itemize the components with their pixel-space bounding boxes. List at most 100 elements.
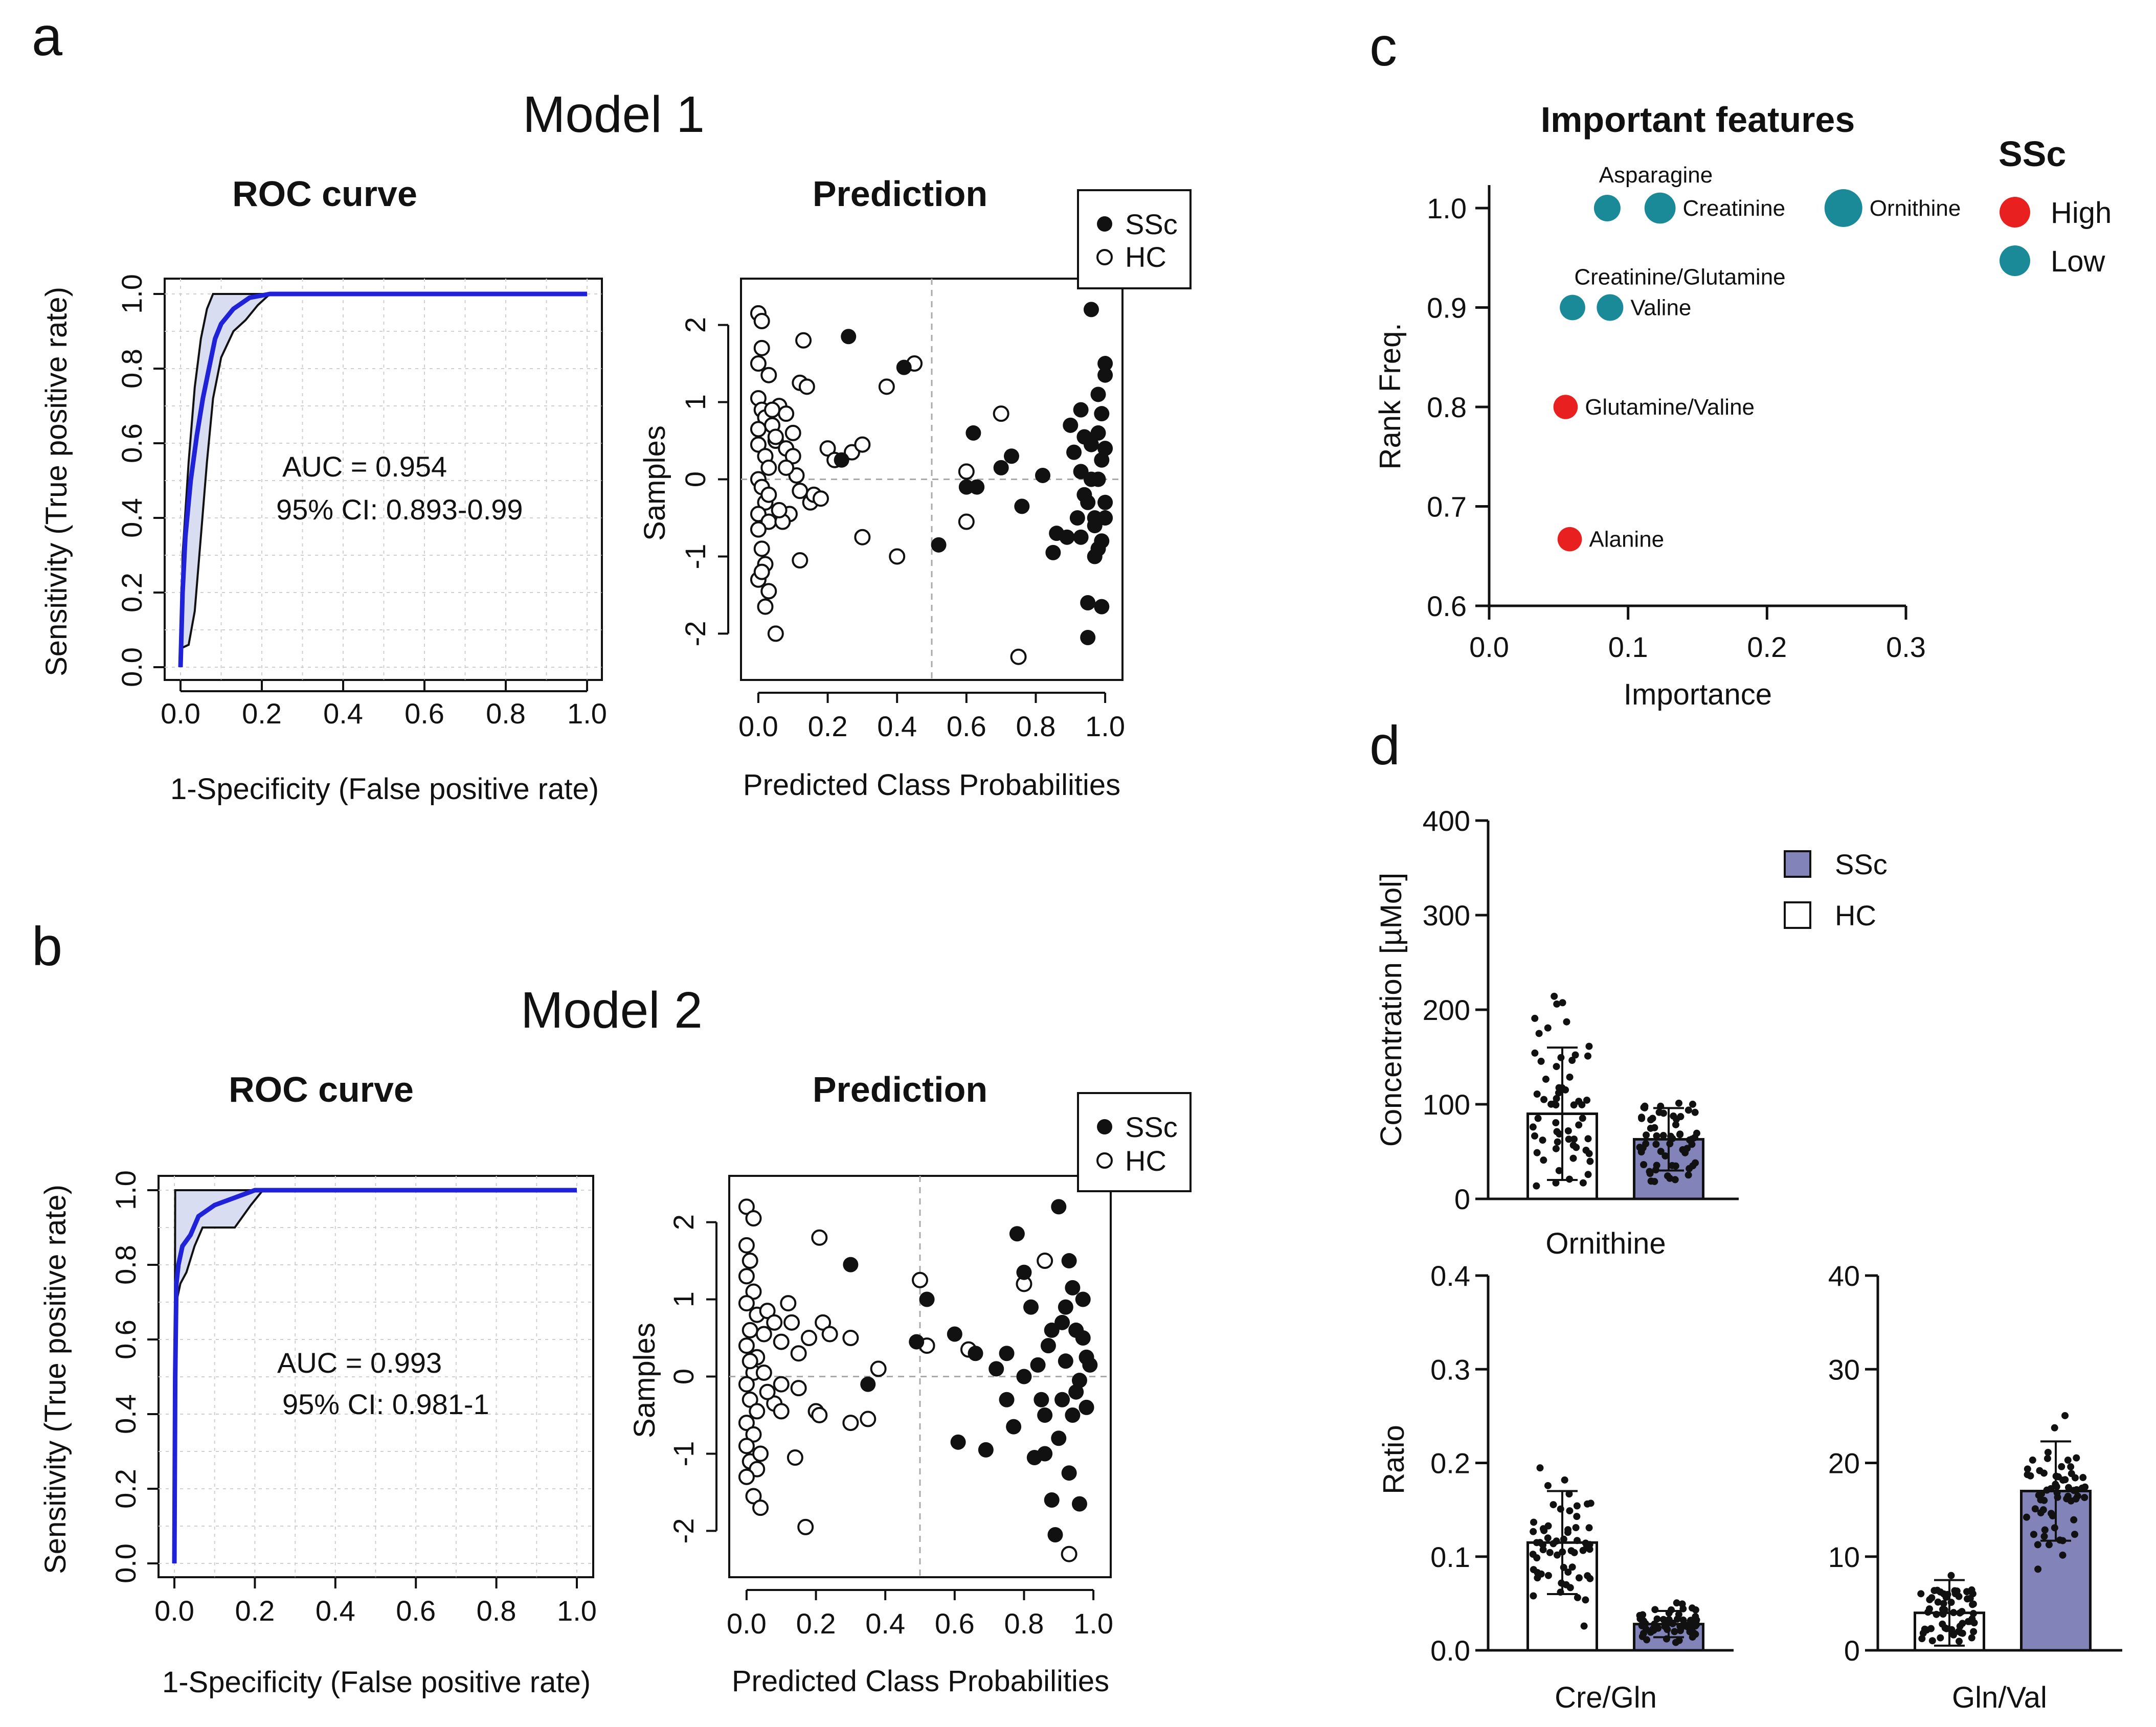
model2-auc: AUC = 0.993 — [277, 1347, 442, 1379]
pred2-ssc-point — [1037, 1407, 1053, 1423]
orn-dot — [1563, 1018, 1570, 1026]
pred2-ssc-point — [947, 1326, 962, 1342]
cre-dot — [1530, 1518, 1538, 1526]
model2-legend-box — [1077, 1092, 1192, 1192]
roc1-xtick-label: 0.4 — [323, 697, 363, 730]
orn-dot — [1638, 1115, 1646, 1122]
pred2-ssc-point — [1058, 1353, 1073, 1369]
pred2-hc-point — [790, 1380, 807, 1397]
pred2-ssc-point — [1075, 1291, 1091, 1307]
orn-ytick-label: 300 — [1423, 899, 1470, 931]
gv-dot — [2023, 1513, 2030, 1521]
orn-dot — [1552, 1145, 1560, 1152]
pred1-hc-point — [753, 563, 770, 580]
orn-dot — [1672, 1121, 1679, 1128]
roc1-xtick-label: 0.0 — [161, 697, 200, 730]
orn-dot — [1554, 1138, 1561, 1146]
orn-dot — [1542, 1075, 1549, 1083]
model1-legend-box — [1077, 189, 1192, 289]
cre-dot — [1530, 1528, 1537, 1535]
panel-letter-b: b — [32, 915, 62, 977]
pred2-hc-point — [842, 1330, 859, 1347]
roc1-xtick-label: 0.2 — [242, 697, 282, 730]
orn-dot — [1584, 1171, 1592, 1178]
pred2-ssc-point — [950, 1434, 966, 1450]
pred1-ytick-label: -1 — [679, 544, 711, 570]
model1-roc-ci-band — [181, 294, 587, 667]
features-ytick-label: 0.8 — [1427, 391, 1467, 423]
roc2-xtick-label: 0.4 — [316, 1595, 355, 1627]
gv-dot — [2038, 1490, 2046, 1497]
orn-dot — [1531, 1132, 1539, 1140]
model2-pred-title: Prediction — [813, 1070, 987, 1109]
pred1-ssc-point — [1080, 595, 1096, 611]
pred2-hc-point — [811, 1406, 828, 1423]
pred2-hc-point — [752, 1499, 769, 1516]
pred1-hc-point — [753, 540, 770, 557]
pred1-ssc-point — [1083, 437, 1099, 452]
cre-dot — [1671, 1628, 1678, 1635]
gv-dot — [1956, 1623, 1964, 1630]
pred2-ssc-point — [919, 1291, 935, 1307]
pred2-hc-point — [759, 1383, 776, 1400]
pred2-ssc-point — [1082, 1357, 1098, 1373]
pred2-ssc-point — [860, 1376, 876, 1392]
features-legend-high-marker — [2000, 197, 2030, 228]
orn-dot — [1639, 1144, 1647, 1152]
pred2-ssc-point — [1009, 1226, 1025, 1242]
orn-dot — [1640, 1161, 1648, 1169]
pred1-hc-point — [854, 529, 871, 546]
orn-dot — [1555, 1084, 1563, 1092]
pred1-hc-point — [764, 401, 781, 418]
features-xtick-label: 0.0 — [1469, 631, 1509, 663]
cre-dot — [1564, 1569, 1572, 1576]
roc1-ytick-label: 0.8 — [116, 349, 148, 389]
pred1-hc-point — [753, 339, 770, 356]
pred2-hc-point — [1037, 1253, 1053, 1269]
pred1-ssc-point — [1014, 498, 1030, 514]
orn-dot — [1575, 1121, 1583, 1129]
roc1-ytick-label: 0.6 — [116, 423, 148, 463]
cre-dot — [1549, 1501, 1557, 1509]
pred2-xtick-label: 0.6 — [935, 1607, 975, 1640]
pred2-hc-point — [738, 1438, 755, 1455]
pred2-ssc-point — [1061, 1253, 1077, 1269]
pred1-hc-point — [854, 436, 871, 453]
model1-title: Model 1 — [523, 86, 705, 143]
pred2-xtick-label: 0.2 — [796, 1607, 836, 1640]
orn-dot — [1675, 1099, 1682, 1107]
pred1-ssc-point — [1066, 444, 1082, 460]
pred1-ssc-point — [1094, 599, 1110, 615]
features-point-label: Asparagine — [1599, 163, 1713, 188]
roc1-xtick-label: 0.8 — [486, 697, 526, 730]
cre-ytick-label: 0.3 — [1430, 1353, 1470, 1385]
model2-roc-title: ROC curve — [229, 1070, 414, 1109]
gv-dot — [1963, 1588, 1971, 1596]
orn-dot — [1533, 1182, 1540, 1190]
pred2-hc-point — [749, 1403, 766, 1420]
panel-letter-a: a — [32, 5, 63, 67]
gv-dot — [2059, 1476, 2067, 1484]
orn-dot — [1585, 1042, 1593, 1050]
features-point-label: Alanine — [1589, 527, 1664, 552]
roc1-ytick-label: 0.0 — [116, 647, 148, 687]
orn-dot — [1570, 1135, 1578, 1143]
orn-dot — [1573, 1144, 1580, 1151]
cre-dot — [1643, 1636, 1651, 1644]
pred1-hc-point — [760, 486, 777, 503]
features-point-label: Creatinine/Glutamine — [1574, 265, 1785, 290]
gv-dot — [2081, 1483, 2089, 1491]
orn-dot — [1535, 1030, 1543, 1037]
pred2-hc-point — [738, 1376, 755, 1393]
gv-dot — [2036, 1467, 2043, 1474]
features-point — [1593, 195, 1621, 221]
pred2-ssc-point — [1061, 1465, 1077, 1481]
gv-ytick-label: 10 — [1828, 1541, 1860, 1573]
pred1-xtick-label: 0.6 — [947, 710, 986, 742]
pred1-ssc-point — [1097, 367, 1113, 383]
pred1-hc-point — [771, 502, 788, 518]
cre-dot — [1546, 1549, 1554, 1556]
cre-dot — [1544, 1534, 1552, 1542]
pred1-ssc-point — [931, 537, 947, 553]
gv-dot — [2034, 1565, 2042, 1573]
